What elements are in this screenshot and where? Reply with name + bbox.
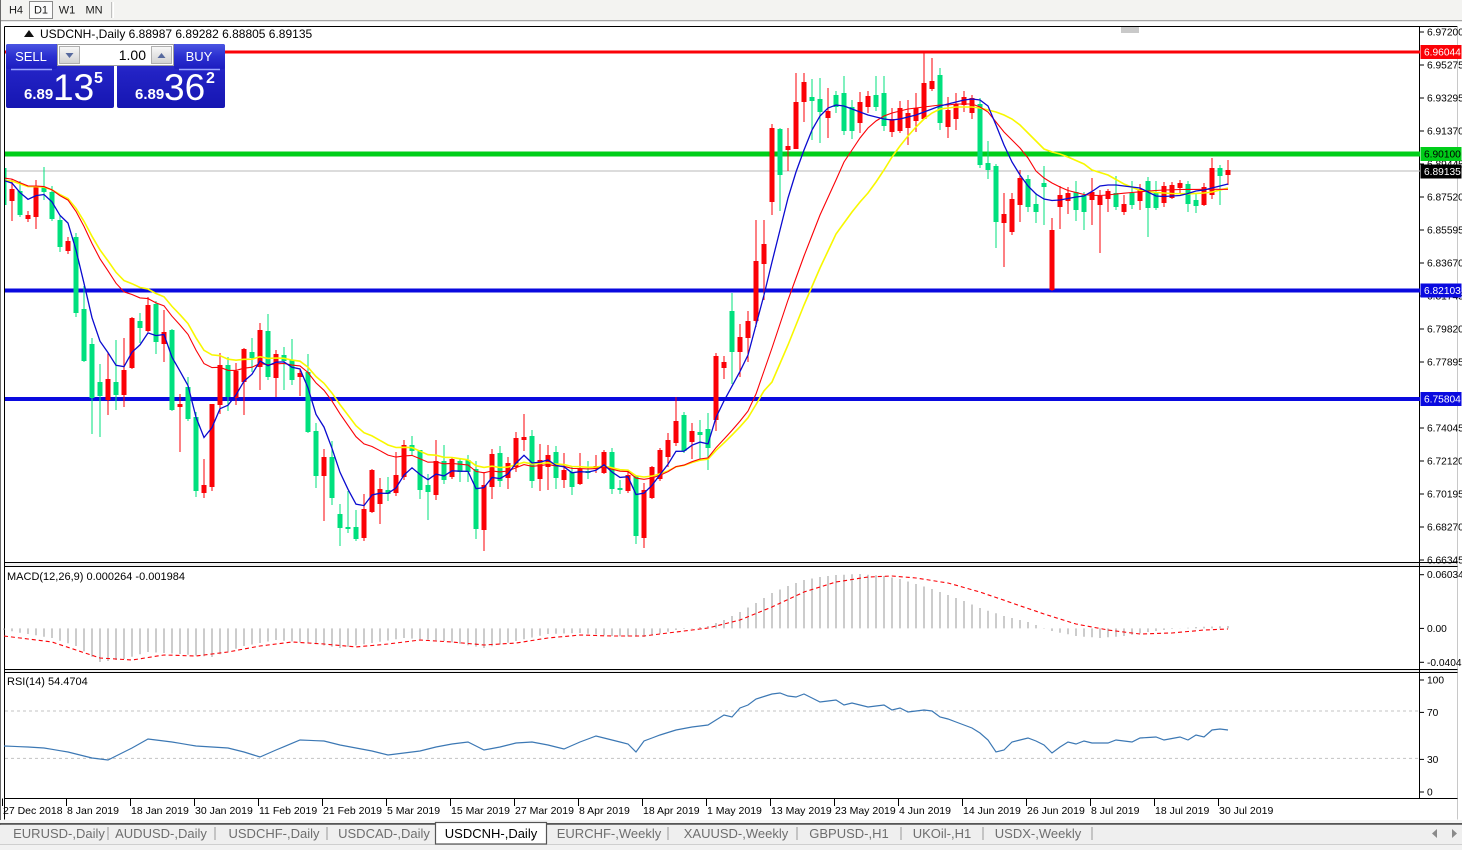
svg-text:15 Mar 2019: 15 Mar 2019 xyxy=(451,805,510,817)
svg-text:36: 36 xyxy=(164,67,205,108)
svg-text:6.91370: 6.91370 xyxy=(1427,127,1462,138)
svg-text:8 Apr 2019: 8 Apr 2019 xyxy=(579,805,630,817)
svg-text:MN: MN xyxy=(85,5,102,17)
svg-text:MACD(12,26,9) 0.000264 -0.0019: MACD(12,26,9) 0.000264 -0.001984 xyxy=(7,571,185,583)
svg-text:30: 30 xyxy=(1427,755,1439,766)
svg-text:USDCNH-,Daily: USDCNH-,Daily xyxy=(445,826,538,841)
svg-text:27 Mar 2019: 27 Mar 2019 xyxy=(515,805,574,817)
svg-text:-0.040415: -0.040415 xyxy=(1427,658,1462,669)
svg-text:0: 0 xyxy=(1427,788,1433,799)
svg-text:18 Jul 2019: 18 Jul 2019 xyxy=(1155,805,1209,817)
svg-text:EURCHF-,Weekly: EURCHF-,Weekly xyxy=(557,826,662,841)
svg-text:0.060342: 0.060342 xyxy=(1427,570,1462,581)
svg-text:6.77895: 6.77895 xyxy=(1427,358,1462,369)
svg-text:6.95275: 6.95275 xyxy=(1427,61,1462,72)
svg-text:0.00: 0.00 xyxy=(1427,624,1447,635)
svg-text:8 Jan 2019: 8 Jan 2019 xyxy=(67,805,119,817)
svg-text:EURUSD-,Daily: EURUSD-,Daily xyxy=(13,826,105,841)
svg-text:6.93295: 6.93295 xyxy=(1427,94,1462,105)
svg-text:30 Jul 2019: 30 Jul 2019 xyxy=(1219,805,1273,817)
svg-text:100: 100 xyxy=(1427,676,1444,687)
svg-text:13 May 2019: 13 May 2019 xyxy=(771,805,832,817)
svg-text:1.00: 1.00 xyxy=(119,47,146,63)
svg-text:30 Jan 2019: 30 Jan 2019 xyxy=(195,805,253,817)
svg-text:21 Feb 2019: 21 Feb 2019 xyxy=(323,805,382,817)
svg-text:27 Dec 2018: 27 Dec 2018 xyxy=(3,805,63,817)
svg-text:USDCAD-,Daily: USDCAD-,Daily xyxy=(338,826,430,841)
svg-text:UKOil-,H1: UKOil-,H1 xyxy=(913,826,972,841)
svg-text:USDCHF-,Daily: USDCHF-,Daily xyxy=(229,826,321,841)
svg-text:6.83670: 6.83670 xyxy=(1427,259,1462,270)
svg-text:13: 13 xyxy=(53,67,94,108)
svg-text:6.74045: 6.74045 xyxy=(1427,424,1462,435)
svg-text:XAUUSD-,Weekly: XAUUSD-,Weekly xyxy=(684,826,789,841)
svg-text:8 Jul 2019: 8 Jul 2019 xyxy=(1091,805,1140,817)
svg-text:1 May 2019: 1 May 2019 xyxy=(707,805,762,817)
svg-text:2: 2 xyxy=(206,70,215,87)
svg-text:GBPUSD-,H1: GBPUSD-,H1 xyxy=(809,826,888,841)
svg-text:6.82103: 6.82103 xyxy=(1424,286,1461,297)
svg-text:6.97200: 6.97200 xyxy=(1427,28,1462,39)
svg-text:6.89: 6.89 xyxy=(135,86,164,103)
svg-text:6.66345: 6.66345 xyxy=(1427,556,1462,567)
svg-text:70: 70 xyxy=(1427,708,1439,719)
svg-text:D1: D1 xyxy=(34,5,48,17)
svg-text:6.68270: 6.68270 xyxy=(1427,523,1462,534)
svg-text:RSI(14) 54.4704: RSI(14) 54.4704 xyxy=(7,676,88,688)
svg-text:6.90100: 6.90100 xyxy=(1424,150,1461,161)
svg-text:6.75804: 6.75804 xyxy=(1424,395,1461,406)
svg-text:USDX-,Weekly: USDX-,Weekly xyxy=(995,826,1082,841)
svg-text:18 Apr 2019: 18 Apr 2019 xyxy=(643,805,700,817)
svg-text:6.85595: 6.85595 xyxy=(1427,226,1462,237)
svg-text:6.96044: 6.96044 xyxy=(1424,48,1461,59)
svg-text:5: 5 xyxy=(94,70,103,87)
svg-text:6.89135: 6.89135 xyxy=(1424,167,1461,178)
svg-text:6.72120: 6.72120 xyxy=(1427,457,1462,468)
svg-text:6.87520: 6.87520 xyxy=(1427,193,1462,204)
svg-text:AUDUSD-,Daily: AUDUSD-,Daily xyxy=(115,826,207,841)
svg-text:USDCNH-,Daily 6.88987 6.89282: USDCNH-,Daily 6.88987 6.89282 6.88805 6.… xyxy=(40,27,313,41)
svg-text:4 Jun 2019: 4 Jun 2019 xyxy=(899,805,951,817)
svg-text:18 Jan 2019: 18 Jan 2019 xyxy=(131,805,189,817)
svg-text:BUY: BUY xyxy=(186,49,213,64)
svg-text:6.89: 6.89 xyxy=(24,86,53,103)
svg-text:W1: W1 xyxy=(59,5,76,17)
svg-text:6.70195: 6.70195 xyxy=(1427,490,1462,501)
svg-text:23 May 2019: 23 May 2019 xyxy=(835,805,896,817)
svg-text:26 Jun 2019: 26 Jun 2019 xyxy=(1027,805,1085,817)
svg-text:6.79820: 6.79820 xyxy=(1427,325,1462,336)
svg-text:11 Feb 2019: 11 Feb 2019 xyxy=(259,805,317,817)
svg-text:SELL: SELL xyxy=(15,49,47,64)
svg-text:5 Mar 2019: 5 Mar 2019 xyxy=(387,805,440,817)
svg-text:H4: H4 xyxy=(9,5,23,17)
svg-text:14 Jun 2019: 14 Jun 2019 xyxy=(963,805,1021,817)
